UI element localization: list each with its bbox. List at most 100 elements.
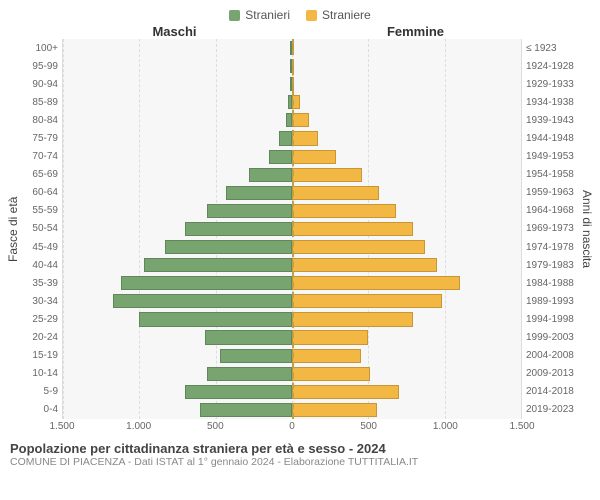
age-tick: 30-34 xyxy=(22,292,62,310)
y-axis-label-right: Anni di nascita xyxy=(578,39,596,419)
age-tick: 5-9 xyxy=(22,383,62,401)
age-tick: 15-19 xyxy=(22,347,62,365)
age-tick: 100+ xyxy=(22,39,62,57)
birth-tick: 2014-2018 xyxy=(522,383,578,401)
birth-tick: 1999-2003 xyxy=(522,329,578,347)
age-tick: 65-69 xyxy=(22,166,62,184)
birth-ticks: ≤ 19231924-19281929-19331934-19381939-19… xyxy=(522,39,578,419)
bar-male xyxy=(205,330,292,344)
legend-label-female: Straniere xyxy=(322,8,371,22)
legend-item-male: Stranieri xyxy=(229,8,290,22)
legend-label-male: Stranieri xyxy=(245,8,290,22)
bar-male xyxy=(121,276,292,290)
age-tick: 75-79 xyxy=(22,129,62,147)
age-tick: 85-89 xyxy=(22,93,62,111)
bar-male xyxy=(113,294,292,308)
birth-tick: 2004-2008 xyxy=(522,347,578,365)
bar-male xyxy=(249,168,292,182)
legend-swatch-female xyxy=(306,10,317,21)
bar-female xyxy=(292,131,318,145)
bar-male xyxy=(185,222,292,236)
birth-tick: 1944-1948 xyxy=(522,129,578,147)
x-tick: 1.500 xyxy=(509,421,534,432)
bar-female xyxy=(292,367,370,381)
bar-male xyxy=(279,131,292,145)
birth-tick: 1959-1963 xyxy=(522,184,578,202)
bar-male xyxy=(226,186,292,200)
legend: Stranieri Straniere xyxy=(4,8,596,22)
column-headers: Maschi Femmine xyxy=(4,24,596,39)
age-tick: 95-99 xyxy=(22,57,62,75)
birth-tick: 1924-1928 xyxy=(522,57,578,75)
legend-item-female: Straniere xyxy=(306,8,371,22)
bar-male xyxy=(139,312,292,326)
birth-tick: 1974-1978 xyxy=(522,238,578,256)
x-ticks: 1.5001.00050005001.0001.500 xyxy=(62,421,522,435)
x-tick: 500 xyxy=(360,421,377,432)
x-tick: 0 xyxy=(289,421,295,432)
bar-male xyxy=(220,349,292,363)
age-tick: 70-74 xyxy=(22,148,62,166)
bar-male xyxy=(165,240,292,254)
bar-female xyxy=(292,403,377,417)
chart-subtitle: COMUNE DI PIACENZA - Dati ISTAT al 1° ge… xyxy=(10,456,590,468)
x-axis: 1.500 1.000 500 0 500 1.000 1.500 xyxy=(4,421,596,435)
birth-tick: 1949-1953 xyxy=(522,148,578,166)
birth-tick: 1964-1968 xyxy=(522,202,578,220)
bar-male xyxy=(200,403,292,417)
x-tick: 1.000 xyxy=(126,421,151,432)
birth-tick: 2019-2023 xyxy=(522,401,578,419)
bar-male xyxy=(207,367,292,381)
bar-female xyxy=(292,168,362,182)
age-tick: 45-49 xyxy=(22,238,62,256)
bar-female xyxy=(292,258,437,272)
x-tick: 500 xyxy=(207,421,224,432)
age-tick: 55-59 xyxy=(22,202,62,220)
bar-female xyxy=(292,204,396,218)
header-male: Maschi xyxy=(4,24,295,39)
birth-tick: 1979-1983 xyxy=(522,256,578,274)
age-tick: 80-84 xyxy=(22,111,62,129)
plot-area: Fasce di età 100+95-9990-9485-8980-8475-… xyxy=(4,39,596,419)
bar-female xyxy=(292,330,368,344)
bar-female xyxy=(292,240,425,254)
birth-tick: 1984-1988 xyxy=(522,274,578,292)
age-tick: 0-4 xyxy=(22,401,62,419)
header-female: Femmine xyxy=(295,24,596,39)
center-line xyxy=(292,39,294,419)
age-tick: 20-24 xyxy=(22,329,62,347)
footer: Popolazione per cittadinanza straniera p… xyxy=(4,435,596,468)
age-tick: 40-44 xyxy=(22,256,62,274)
age-tick: 60-64 xyxy=(22,184,62,202)
birth-tick: 1994-1998 xyxy=(522,310,578,328)
x-tick: 1.500 xyxy=(49,421,74,432)
bar-male xyxy=(144,258,292,272)
bar-male xyxy=(185,385,292,399)
bar-female xyxy=(292,312,413,326)
bar-male xyxy=(269,150,292,164)
bar-female xyxy=(292,294,442,308)
bar-female xyxy=(292,186,379,200)
population-pyramid-chart: Stranieri Straniere Maschi Femmine Fasce… xyxy=(0,0,600,500)
age-tick: 50-54 xyxy=(22,220,62,238)
age-tick: 35-39 xyxy=(22,274,62,292)
age-ticks: 100+95-9990-9485-8980-8475-7970-7465-696… xyxy=(22,39,62,419)
bar-female xyxy=(292,150,336,164)
x-tick: 1.000 xyxy=(433,421,458,432)
birth-tick: 1989-1993 xyxy=(522,292,578,310)
bar-female xyxy=(292,222,413,236)
bar-female xyxy=(292,385,399,399)
bar-female xyxy=(292,349,361,363)
age-tick: 90-94 xyxy=(22,75,62,93)
birth-tick: 1934-1938 xyxy=(522,93,578,111)
birth-tick: ≤ 1923 xyxy=(522,39,578,57)
bar-male xyxy=(207,204,292,218)
birth-tick: 1939-1943 xyxy=(522,111,578,129)
bar-female xyxy=(292,276,460,290)
y-axis-label-left: Fasce di età xyxy=(4,39,22,419)
bar-female xyxy=(292,113,309,127)
chart-title: Popolazione per cittadinanza straniera p… xyxy=(10,441,590,456)
birth-tick: 1969-1973 xyxy=(522,220,578,238)
birth-tick: 1954-1958 xyxy=(522,166,578,184)
birth-tick: 2009-2013 xyxy=(522,365,578,383)
